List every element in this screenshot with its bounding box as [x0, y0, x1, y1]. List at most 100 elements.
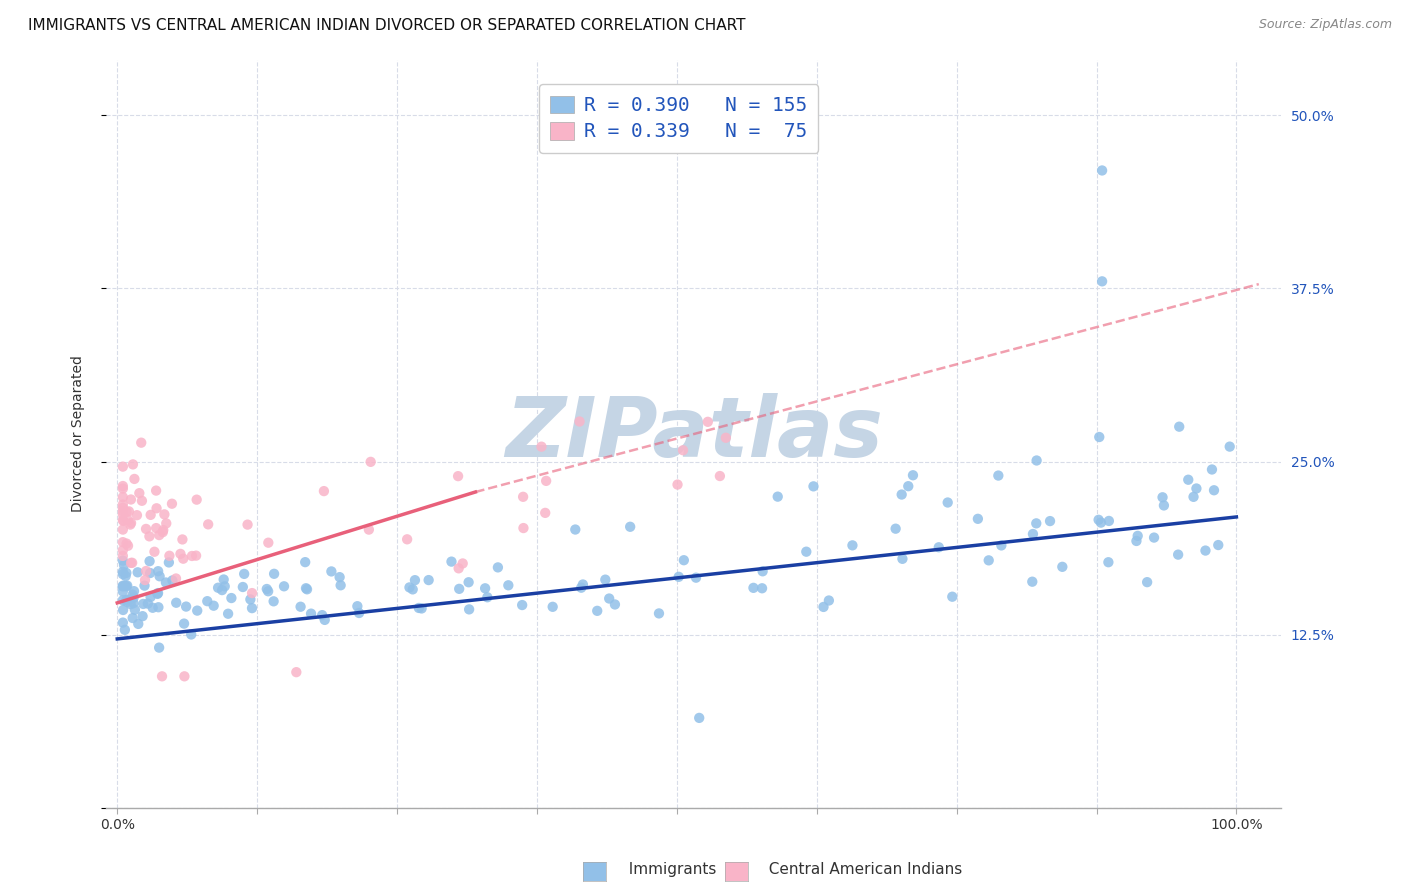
Point	[295, 582, 318, 597]
Point	[1194, 543, 1216, 558]
Point	[145, 501, 167, 516]
Point	[586, 604, 609, 618]
Point	[458, 602, 481, 616]
Point	[457, 575, 479, 590]
Point	[145, 521, 167, 535]
Point	[136, 597, 159, 611]
Point	[173, 616, 195, 631]
Point	[1152, 490, 1174, 504]
Point	[751, 581, 773, 595]
Point	[121, 556, 143, 570]
Point	[901, 468, 924, 483]
Point	[285, 665, 308, 680]
Point	[111, 584, 134, 599]
Point	[1136, 575, 1159, 590]
Point	[486, 560, 509, 574]
Point	[157, 556, 180, 570]
Point	[312, 484, 335, 499]
Point	[146, 587, 169, 601]
Point	[152, 525, 174, 540]
Point	[135, 564, 157, 578]
Point	[125, 508, 148, 523]
Point	[1167, 548, 1189, 562]
Point	[598, 591, 620, 606]
Point	[257, 584, 280, 599]
Point	[512, 521, 534, 535]
Text: Source: ZipAtlas.com: Source: ZipAtlas.com	[1258, 18, 1392, 31]
Point	[347, 606, 370, 620]
Point	[120, 517, 142, 532]
Point	[124, 472, 146, 486]
Point	[1090, 516, 1112, 530]
Point	[118, 504, 141, 518]
Point	[197, 517, 219, 532]
Point	[1125, 533, 1147, 548]
Point	[217, 607, 239, 621]
Point	[1153, 499, 1175, 513]
Point	[534, 474, 557, 488]
Point	[714, 431, 737, 445]
Text: Immigrants: Immigrants	[619, 863, 716, 877]
Point	[890, 487, 912, 501]
Point	[139, 566, 162, 580]
Point	[132, 597, 155, 611]
Point	[117, 539, 139, 553]
Point	[572, 577, 595, 591]
Point	[127, 616, 149, 631]
Point	[1025, 453, 1047, 467]
Point	[148, 600, 170, 615]
Point	[666, 477, 689, 491]
Point	[139, 508, 162, 522]
Point	[1177, 473, 1199, 487]
Point	[114, 569, 136, 583]
Point	[111, 500, 134, 515]
Point	[115, 579, 138, 593]
Point	[1097, 555, 1119, 569]
Point	[360, 455, 382, 469]
Point	[117, 592, 139, 607]
Point	[1168, 419, 1191, 434]
Point	[115, 566, 138, 580]
Point	[477, 591, 499, 605]
Point	[202, 599, 225, 613]
Point	[742, 581, 765, 595]
Point	[541, 599, 564, 614]
Point	[148, 528, 170, 542]
Point	[162, 574, 184, 588]
Point	[1091, 163, 1114, 178]
Point	[207, 581, 229, 595]
Point	[311, 608, 333, 623]
Point	[1206, 538, 1229, 552]
Point	[186, 492, 208, 507]
Point	[766, 490, 789, 504]
Legend: R = 0.390   N = 155, R = 0.339   N =  75: R = 0.390 N = 155, R = 0.339 N = 75	[538, 84, 818, 153]
Point	[135, 522, 157, 536]
Point	[111, 579, 134, 593]
Point	[122, 596, 145, 610]
Point	[186, 604, 208, 618]
Point	[120, 597, 142, 611]
Point	[897, 479, 920, 493]
Point	[111, 554, 134, 568]
Point	[295, 581, 318, 595]
Point	[474, 582, 496, 596]
Point	[122, 584, 145, 599]
Text: ZIPatlas: ZIPatlas	[505, 393, 883, 475]
Point	[346, 599, 368, 614]
Point	[128, 486, 150, 500]
Point	[408, 601, 430, 615]
Point	[115, 593, 138, 607]
Point	[668, 570, 690, 584]
Point	[1087, 513, 1109, 527]
Point	[568, 415, 591, 429]
Point	[233, 566, 256, 581]
Point	[236, 517, 259, 532]
Point	[139, 590, 162, 604]
Point	[530, 440, 553, 454]
Point	[1025, 516, 1047, 531]
Point	[115, 595, 138, 609]
Point	[138, 554, 160, 568]
Point	[1052, 559, 1074, 574]
Point	[142, 600, 165, 615]
Point	[131, 609, 153, 624]
